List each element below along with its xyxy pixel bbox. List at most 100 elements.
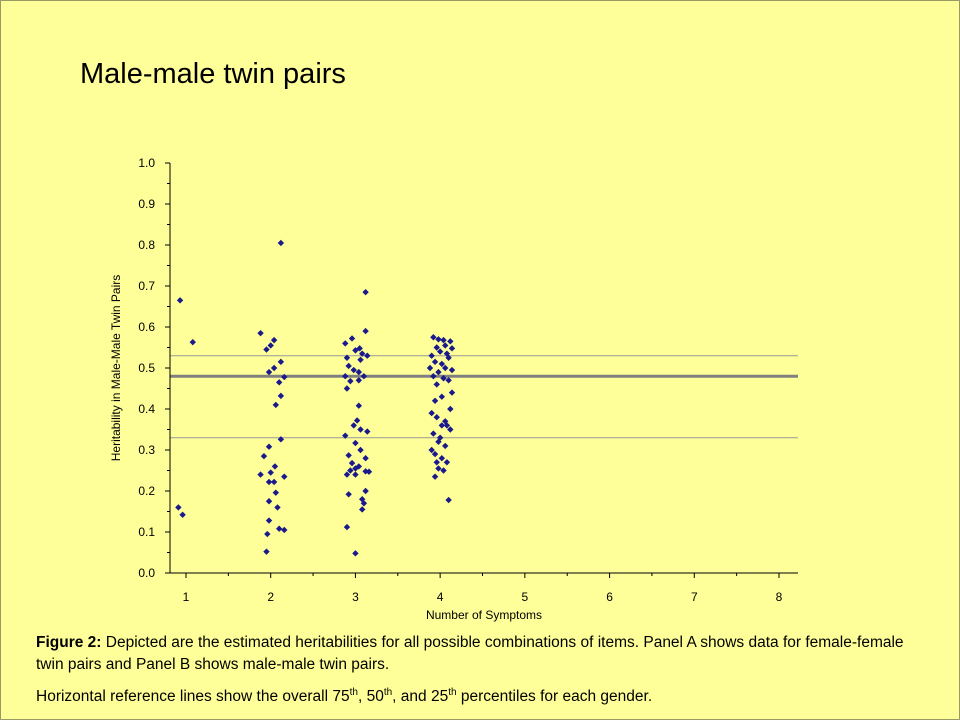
data-point (352, 439, 359, 447)
data-point (257, 329, 264, 337)
y-tick-label: 0.8 (138, 238, 155, 252)
data-point (435, 368, 442, 376)
data-point (265, 517, 273, 524)
x-tick-label: 4 (437, 590, 444, 604)
data-point (270, 478, 278, 486)
y-tick-label: 0.1 (138, 525, 155, 539)
x-tick-label: 1 (183, 590, 190, 604)
data-point (352, 347, 359, 354)
data-point (359, 506, 366, 513)
x-tick-label: 6 (606, 590, 613, 604)
data-point (267, 469, 274, 476)
note-part: , and 25 (392, 688, 449, 706)
note-part: percentiles for each gender. (456, 688, 653, 706)
data-point (362, 455, 369, 462)
data-point (355, 402, 363, 409)
data-point (343, 354, 351, 361)
data-point (277, 436, 285, 443)
data-point (435, 336, 442, 343)
data-point (281, 473, 288, 480)
data-point (362, 487, 369, 495)
data-point (277, 239, 285, 247)
data-point (440, 336, 447, 344)
data-point (433, 344, 440, 351)
x-tick-label: 5 (522, 590, 529, 604)
data-point (275, 379, 283, 386)
data-point (265, 443, 273, 450)
y-tick-label: 0.7 (138, 279, 155, 293)
data-point (436, 348, 444, 355)
data-point (275, 525, 283, 532)
data-point (342, 340, 349, 347)
data-point (440, 467, 447, 474)
note-sup: th (448, 687, 457, 698)
data-point (267, 342, 274, 349)
y-tick-label: 1.0 (138, 156, 155, 170)
data-points (175, 239, 456, 557)
data-point (365, 468, 373, 475)
data-point (428, 352, 435, 359)
data-point (175, 504, 182, 511)
data-point (433, 414, 440, 421)
x-tick-label: 3 (352, 590, 359, 604)
data-point (447, 338, 454, 345)
data-point (445, 377, 452, 384)
data-point (179, 511, 186, 518)
y-tick-label: 0.5 (138, 361, 155, 375)
y-axis-label: Heritability in Male-Male Twin Pairs (109, 275, 123, 462)
y-tick-label: 0.9 (138, 197, 155, 211)
data-point (448, 345, 456, 352)
note-sup: th (383, 687, 393, 698)
data-point (443, 459, 451, 466)
data-point (447, 405, 454, 413)
data-point (431, 473, 439, 480)
data-point (355, 377, 363, 384)
figure-caption: Figure 2: Depicted are the estimated her… (36, 632, 916, 708)
x-tick-label: 2 (267, 590, 274, 604)
data-point (281, 373, 288, 381)
x-tick-label: 7 (691, 590, 698, 604)
y-tick-label: 0.3 (138, 443, 155, 457)
data-point (430, 373, 437, 380)
data-point (189, 338, 196, 346)
data-point (431, 358, 439, 366)
data-point (357, 426, 364, 433)
data-point (357, 446, 364, 454)
reference-lines (170, 355, 798, 439)
data-point (345, 491, 352, 498)
data-point (431, 397, 439, 404)
data-point (442, 364, 449, 372)
data-point (277, 358, 285, 366)
data-point (428, 409, 435, 417)
data-point (343, 523, 351, 531)
data-point (272, 401, 279, 409)
data-point (431, 450, 439, 458)
data-point (438, 455, 446, 462)
data-point (445, 354, 452, 361)
data-point (264, 530, 271, 538)
data-point (442, 342, 449, 349)
data-point (355, 368, 363, 376)
data-point (343, 385, 351, 392)
data-point (263, 346, 270, 353)
note-part: Horizontal reference lines show the over… (36, 688, 350, 706)
data-point (447, 426, 454, 433)
data-point (357, 356, 364, 363)
data-point (272, 489, 279, 496)
data-point (348, 335, 356, 342)
y-tick-label: 0.6 (138, 320, 155, 334)
data-point (274, 504, 281, 511)
data-point (265, 368, 273, 376)
data-point (263, 548, 270, 555)
data-point (360, 500, 368, 507)
caption-text: Figure 2: Depicted are the estimated her… (36, 632, 916, 676)
note-part: , 50 (357, 688, 384, 706)
data-point (445, 496, 452, 504)
page-title: Male-male twin pairs (80, 58, 346, 90)
data-point (362, 327, 369, 335)
y-tick-label: 0.0 (138, 566, 155, 580)
note-sup: th (349, 687, 358, 698)
data-point (364, 428, 371, 435)
data-point (435, 465, 442, 472)
data-point (428, 446, 435, 454)
